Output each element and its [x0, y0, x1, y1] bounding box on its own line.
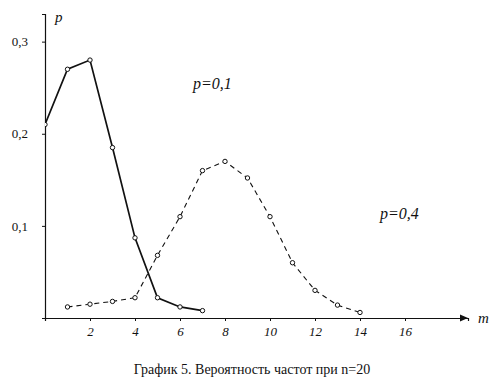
- x-tick: 14: [354, 318, 368, 339]
- series-line: [68, 161, 361, 312]
- x-tick-mark: [315, 318, 316, 321]
- y-tick-mark: [42, 226, 45, 227]
- x-tick-label: 2: [87, 324, 94, 339]
- y-tick: 0,2: [12, 126, 45, 141]
- x-tick-mark: [360, 318, 361, 321]
- x-tick-label: 14: [354, 324, 368, 339]
- series-marker: [110, 299, 114, 303]
- y-tick: 0,1: [12, 219, 45, 234]
- y-axis: 0,1 0,2 0,3: [12, 15, 46, 319]
- x-tick-mark: [225, 318, 226, 321]
- series-marker: [223, 159, 227, 163]
- x-tick-label: 4: [132, 324, 139, 339]
- x-tick-mark: [405, 318, 406, 321]
- series-marker: [110, 145, 114, 149]
- x-axis-title: m: [478, 310, 489, 326]
- series-marker: [65, 67, 69, 71]
- series-marker: [268, 214, 272, 218]
- series-marker: [245, 176, 249, 180]
- series-marker: [88, 58, 92, 62]
- series-marker: [178, 214, 182, 218]
- x-tick: 4: [132, 318, 139, 339]
- y-tick-mark: [42, 42, 45, 43]
- series-group: [45, 58, 362, 315]
- chart: 2 4 6 8 10 12 14 16 0,1 0,2 0,3 m p p=0,1 p=0,4 График …: [0, 0, 504, 388]
- x-tick-label: 12: [309, 324, 323, 339]
- x-tick: 12: [309, 318, 323, 339]
- y-axis-title: p: [54, 9, 63, 25]
- x-tick: 2: [87, 318, 94, 339]
- series-marker: [335, 303, 339, 307]
- x-tick-label: 8: [222, 324, 229, 339]
- series-marker: [178, 305, 182, 309]
- x-axis-line: [46, 319, 469, 322]
- series-marker: [45, 122, 47, 126]
- series-marker: [200, 308, 204, 312]
- y-tick-label: 0,3: [12, 34, 28, 49]
- series-label: p=0,1: [192, 75, 232, 93]
- plot: 2 4 6 8 10 12 14 16 0,1 0,2 0,3 m p p=0,1 p=0,4: [12, 9, 489, 339]
- x-tick-mark: [270, 318, 271, 321]
- series-line: [45, 60, 203, 311]
- series-marker: [290, 261, 294, 265]
- series-marker: [200, 168, 204, 172]
- y-tick-mark: [42, 134, 45, 135]
- series-marker: [88, 302, 92, 306]
- series-marker: [155, 296, 159, 300]
- series-marker: [133, 236, 137, 240]
- x-tick-mark: [180, 318, 181, 321]
- y-tick: 0,3: [12, 34, 45, 49]
- x-axis-arrow: [460, 315, 468, 322]
- chart-title: График 5. Вероятность частот при n=20: [134, 362, 370, 377]
- y-tick-label: 0,1: [12, 219, 28, 234]
- x-tick-mark: [90, 318, 91, 321]
- series-marker: [65, 305, 69, 309]
- x-tick: 16: [399, 318, 413, 339]
- y-tick-label: 0,2: [12, 126, 28, 141]
- x-tick-label: 10: [264, 324, 278, 339]
- series-marker: [133, 296, 137, 300]
- series-marker: [313, 288, 317, 292]
- x-tick: 8: [222, 318, 229, 339]
- x-axis: 2 4 6 8 10 12 14 16: [46, 318, 469, 339]
- series-marker: [155, 253, 159, 257]
- x-tick-label: 6: [177, 324, 184, 339]
- x-tick-mark: [135, 318, 136, 321]
- x-tick: 6: [177, 318, 184, 339]
- x-tick: 10: [264, 318, 278, 339]
- series-label: p=0,4: [379, 205, 419, 223]
- x-tick-label: 16: [399, 324, 413, 339]
- y-axis-line: [42, 15, 46, 319]
- series-marker: [358, 310, 362, 314]
